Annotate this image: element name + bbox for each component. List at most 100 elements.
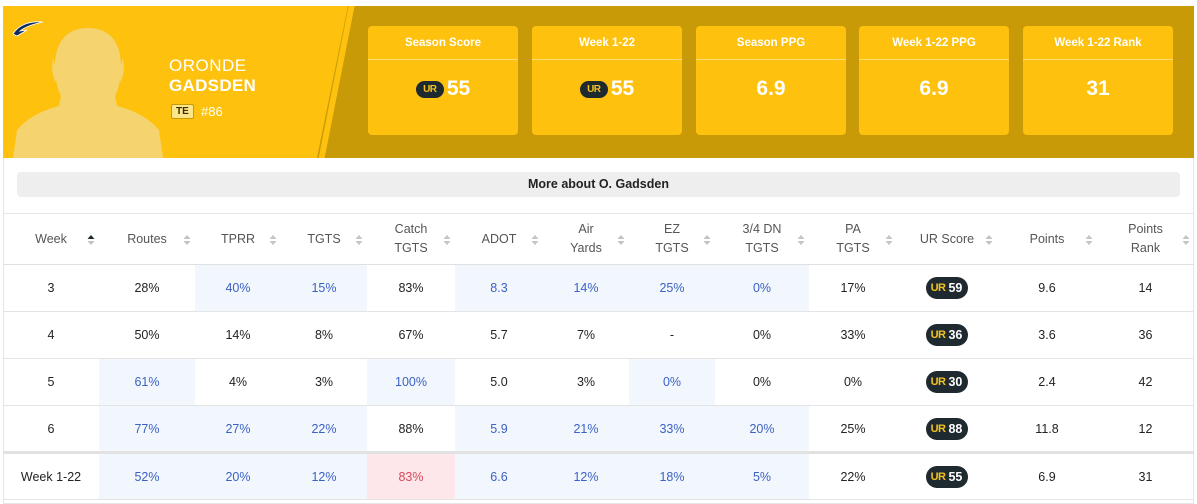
- column-header-week[interactable]: Week: [3, 213, 99, 265]
- chargers-bolt-icon: [12, 21, 44, 37]
- sort-icon[interactable]: [1085, 234, 1093, 246]
- cell-catch-tgts: 83%: [367, 264, 455, 312]
- cell-adot: 5.0: [455, 358, 543, 406]
- cell-points-rank: 14: [1097, 264, 1194, 312]
- cell-points-rank: 31: [1097, 451, 1194, 500]
- table-row: 4 50% 14% 8% 67% 5.7 7% -0% 33% UR 36 3.6 36: [3, 311, 1194, 359]
- sort-icon[interactable]: [885, 234, 893, 246]
- cell-tgts: 12%: [281, 451, 367, 500]
- column-header-ur-score[interactable]: UR Score: [897, 213, 997, 265]
- cell-ez-tgts: 0%: [629, 358, 715, 406]
- column-header-air-yards[interactable]: Air Yards: [543, 213, 629, 265]
- ur-logo-icon: UR: [930, 470, 946, 483]
- cell-air-yards: 12%: [543, 451, 629, 500]
- cell-air-yards: 3%: [543, 358, 629, 406]
- cell-tgts: 15%: [281, 264, 367, 312]
- cell-pa-tgts: 25%: [809, 405, 897, 453]
- cell-catch-tgts: 88%: [367, 405, 455, 453]
- column-header-points-rank[interactable]: Points Rank: [1097, 213, 1194, 265]
- weekly-stats-table: Week Routes TPRR TGTS Catch TGTS ADOT Air Yards E…: [3, 213, 1194, 500]
- cell-3-4-dn-tgts: 20%: [715, 405, 809, 453]
- cell-points: 6.9: [997, 451, 1097, 500]
- column-header-routes[interactable]: Routes: [99, 213, 195, 265]
- ur-logo-icon: UR: [930, 329, 946, 341]
- cell-ur-score: UR 30: [897, 358, 997, 406]
- cell-ur-score: UR 36: [897, 311, 997, 359]
- cell-pa-tgts: 33%: [809, 311, 897, 359]
- stat-card-label: Week 1-22 Rank: [1023, 26, 1173, 60]
- column-header-catch-tgts[interactable]: Catch TGTS: [367, 213, 455, 265]
- cell-catch-tgts: 67%: [367, 311, 455, 359]
- table-row: 3 28% 40% 15% 83% 8.3 14% 25% 0% 17% UR 59 9.6 14: [3, 264, 1194, 312]
- table-total-row: Week 1-22 52% 20% 12% 83% 6.6 12% 18% 5% 22% UR 55 6…: [3, 451, 1194, 500]
- cell-adot: 6.6: [455, 451, 543, 500]
- sort-icon[interactable]: [183, 234, 191, 246]
- column-header-3-4-dn-tgts[interactable]: 3/4 DN TGTS: [715, 213, 809, 265]
- table-row: 5 61% 4% 3% 100% 5.0 3% 0% 0% 0% UR 30 2.4 42: [3, 358, 1194, 406]
- sort-icon[interactable]: [703, 234, 711, 246]
- stat-card-label: Season PPG: [696, 26, 846, 60]
- cell-adot: 5.7: [455, 311, 543, 359]
- column-header-pa-tgts[interactable]: PA TGTS: [809, 213, 897, 265]
- stat-card-label: Week 1-22 PPG: [859, 26, 1009, 60]
- stat-card-label: Season Score: [368, 26, 518, 60]
- cell-ez-tgts: 25%: [629, 264, 715, 312]
- cell-ez-tgts: -: [629, 311, 715, 359]
- column-header-tgts[interactable]: TGTS: [281, 213, 367, 265]
- cell-ez-tgts: 33%: [629, 405, 715, 453]
- cell-points: 9.6: [997, 264, 1097, 312]
- cell-routes: 52%: [99, 451, 195, 500]
- cell-ur-score: UR 59: [897, 264, 997, 312]
- stat-card-week-1-22: Week 1-22 UR 55: [532, 26, 682, 135]
- player-header: ORONDE GADSDEN TE #86 Season Score UR 55 We…: [3, 6, 1194, 158]
- player-first-name: ORONDE: [169, 56, 247, 75]
- stat-card-season-ppg: Season PPG 6.9: [696, 26, 846, 135]
- sort-ascending-icon[interactable]: [87, 234, 95, 246]
- player-last-name: GADSDEN: [169, 76, 257, 95]
- stat-card-value: 31: [1086, 77, 1110, 100]
- more-about-player-button[interactable]: More about O. Gadsden: [17, 172, 1180, 197]
- table-header-row: Week Routes TPRR TGTS Catch TGTS ADOT Air Yards E…: [3, 213, 1194, 265]
- cell-pa-tgts: 0%: [809, 358, 897, 406]
- cell-tgts: 22%: [281, 405, 367, 453]
- cell-week: Week 1-22: [3, 451, 99, 500]
- cell-catch-tgts: 83%: [367, 451, 455, 500]
- sort-icon[interactable]: [617, 234, 625, 246]
- cell-week: 5: [3, 358, 99, 406]
- cell-points: 11.8: [997, 405, 1097, 453]
- cell-week: 4: [3, 311, 99, 359]
- stat-card-season-score: Season Score UR 55: [368, 26, 518, 135]
- ur-logo-icon: UR: [415, 80, 444, 98]
- cell-adot: 5.9: [455, 405, 543, 453]
- cell-air-yards: 7%: [543, 311, 629, 359]
- cell-tgts: 3%: [281, 358, 367, 406]
- cell-tprr: 40%: [195, 264, 281, 312]
- sort-icon[interactable]: [355, 234, 363, 246]
- cell-week: 3: [3, 264, 99, 312]
- sort-icon[interactable]: [797, 234, 805, 246]
- column-header-tprr[interactable]: TPRR: [195, 213, 281, 265]
- ur-score-badge: UR 36: [925, 324, 969, 346]
- column-header-ez-tgts[interactable]: EZ TGTS: [629, 213, 715, 265]
- column-header-adot[interactable]: ADOT: [455, 213, 543, 265]
- sort-icon[interactable]: [985, 234, 993, 246]
- cell-ur-score: UR 55: [897, 451, 997, 500]
- cell-air-yards: 21%: [543, 405, 629, 453]
- stat-card-value: 6.9: [919, 77, 949, 100]
- stat-card-label: Week 1-22: [532, 26, 682, 60]
- column-header-points[interactable]: Points: [997, 213, 1097, 265]
- ur-score-badge: UR 30: [925, 371, 969, 393]
- cell-3-4-dn-tgts: 0%: [715, 311, 809, 359]
- cell-routes: 77%: [99, 405, 195, 453]
- cell-3-4-dn-tgts: 0%: [715, 358, 809, 406]
- sort-icon[interactable]: [531, 234, 539, 246]
- sort-icon[interactable]: [443, 234, 451, 246]
- sort-icon[interactable]: [269, 234, 277, 246]
- jersey-number: #86: [201, 104, 223, 119]
- cell-points: 3.6: [997, 311, 1097, 359]
- player-silhouette-icon: [13, 28, 163, 158]
- cell-pa-tgts: 22%: [809, 451, 897, 500]
- cell-routes: 61%: [99, 358, 195, 406]
- cell-tprr: 4%: [195, 358, 281, 406]
- sort-icon[interactable]: [1182, 234, 1190, 246]
